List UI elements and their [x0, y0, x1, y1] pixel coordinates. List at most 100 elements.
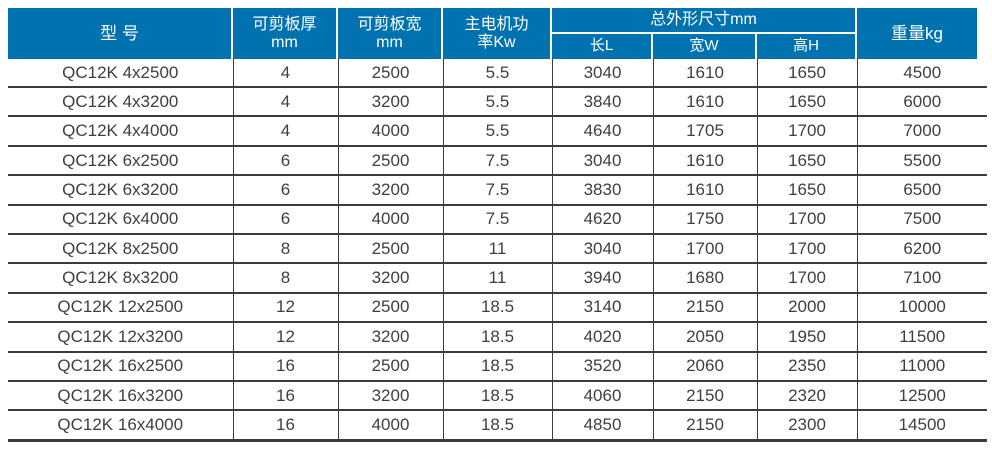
cell-width: 1680 — [652, 263, 757, 294]
cell-length: 3830 — [551, 175, 653, 206]
cell-height: 2300 — [756, 410, 857, 443]
header-weight: 重量kg — [857, 8, 977, 59]
cell-weight: 7000 — [856, 116, 987, 147]
cell-cut-width: 3200 — [337, 175, 443, 206]
cell-width: 1610 — [652, 87, 757, 118]
header-width: 宽W — [653, 34, 755, 59]
cell-width: 1610 — [652, 175, 757, 206]
cell-cut-width: 3200 — [337, 322, 443, 353]
cell-height: 1700 — [756, 204, 857, 236]
cell-power: 5.5 — [442, 59, 552, 89]
cell-thickness: 4 — [232, 87, 338, 118]
cell-weight: 14500 — [856, 410, 987, 443]
cell-thickness: 4 — [232, 116, 338, 147]
cell-cut-width: 2500 — [337, 145, 443, 177]
cell-cut-width: 4000 — [337, 116, 443, 147]
cell-thickness: 8 — [232, 263, 338, 294]
cell-width: 1705 — [652, 116, 757, 147]
cell-thickness: 16 — [232, 351, 338, 382]
cell-length: 3040 — [551, 234, 653, 265]
cell-length: 4060 — [551, 380, 653, 412]
cell-cut-width: 2500 — [337, 234, 443, 265]
table-row: QC12K 8x2500 8 2500 11 3040 1700 1700 62… — [8, 234, 987, 265]
cell-width: 2050 — [652, 322, 757, 353]
cell-model: QC12K 6x2500 — [8, 145, 233, 177]
cell-length: 3040 — [551, 59, 653, 89]
cell-width: 1610 — [652, 145, 757, 177]
cell-length: 4640 — [551, 116, 653, 147]
table-row: QC12K 16x2500 16 2500 18.5 3520 2060 235… — [8, 351, 987, 382]
cell-power: 5.5 — [442, 116, 552, 147]
table-row: QC12K 6x3200 6 3200 7.5 3830 1610 1650 6… — [8, 175, 987, 206]
cell-model: QC12K 4x3200 — [8, 87, 233, 118]
table-row: QC12K 4x4000 4 4000 5.5 4640 1705 1700 7… — [8, 116, 987, 147]
cell-weight: 10000 — [856, 292, 987, 324]
header-motor-power: 主电机功 率Kw — [443, 8, 550, 59]
cell-weight: 11000 — [856, 351, 987, 382]
cell-model: QC12K 8x2500 — [8, 234, 233, 265]
header-model: 型 号 — [8, 8, 231, 59]
table-row: QC12K 6x2500 6 2500 7.5 3040 1610 1650 5… — [8, 145, 987, 177]
cell-model: QC12K 16x3200 — [8, 380, 233, 412]
cell-power: 7.5 — [442, 175, 552, 206]
cell-length: 3940 — [551, 263, 653, 294]
cell-cut-width: 3200 — [337, 87, 443, 118]
cell-power: 5.5 — [442, 87, 552, 118]
cell-power: 18.5 — [442, 351, 552, 382]
header-cuttable-thickness: 可剪板厚 mm — [233, 8, 336, 59]
cell-width: 2150 — [652, 380, 757, 412]
table-header: 型 号 可剪板厚 mm 可剪板宽 mm 主电机功 率Kw 总外形尺寸mm 长L … — [8, 8, 977, 59]
table-row: QC12K 12x2500 12 2500 18.5 3140 2150 200… — [8, 292, 987, 324]
cell-height: 2000 — [756, 292, 857, 324]
header-length: 长L — [552, 34, 651, 59]
cell-model: QC12K 4x2500 — [8, 59, 233, 89]
cell-width: 2150 — [652, 292, 757, 324]
cell-length: 3520 — [551, 351, 653, 382]
cell-length: 3840 — [551, 87, 653, 118]
cell-power: 18.5 — [442, 380, 552, 412]
header-overall-dimensions-group: 总外形尺寸mm — [552, 8, 855, 32]
cell-weight: 5500 — [856, 145, 987, 177]
cell-thickness: 6 — [232, 175, 338, 206]
cell-model: QC12K 12x2500 — [8, 292, 233, 324]
cell-height: 1700 — [756, 234, 857, 265]
cell-power: 18.5 — [442, 410, 552, 443]
cell-thickness: 12 — [232, 322, 338, 353]
table-row: QC12K 4x2500 4 2500 5.5 3040 1610 1650 4… — [8, 59, 987, 89]
cell-height: 1700 — [756, 116, 857, 147]
cell-model: QC12K 6x3200 — [8, 175, 233, 206]
cell-weight: 7100 — [856, 263, 987, 294]
cell-thickness: 4 — [232, 59, 338, 89]
cell-height: 2350 — [756, 351, 857, 382]
cell-width: 1610 — [652, 59, 757, 89]
cell-model: QC12K 16x4000 — [8, 410, 233, 443]
cell-height: 1650 — [756, 145, 857, 177]
cell-thickness: 16 — [232, 410, 338, 443]
cell-model: QC12K 16x2500 — [8, 351, 233, 382]
table-row: QC12K 12x3200 12 3200 18.5 4020 2050 195… — [8, 322, 987, 353]
cell-model: QC12K 6x4000 — [8, 204, 233, 236]
table-row: QC12K 6x4000 6 4000 7.5 4620 1750 1700 7… — [8, 204, 987, 236]
cell-model: QC12K 4x4000 — [8, 116, 233, 147]
cell-model: QC12K 12x3200 — [8, 322, 233, 353]
table-row: QC12K 8x3200 8 3200 11 3940 1680 1700 71… — [8, 263, 987, 294]
table-row: QC12K 4x3200 4 3200 5.5 3840 1610 1650 6… — [8, 87, 987, 118]
header-height: 高H — [757, 34, 855, 59]
cell-length: 3040 — [551, 145, 653, 177]
cell-length: 3140 — [551, 292, 653, 324]
cell-power: 7.5 — [442, 145, 552, 177]
cell-length: 4620 — [551, 204, 653, 236]
cell-thickness: 6 — [232, 145, 338, 177]
cell-weight: 4500 — [856, 59, 987, 89]
cell-weight: 7500 — [856, 204, 987, 236]
cell-weight: 6200 — [856, 234, 987, 265]
header-cuttable-width: 可剪板宽 mm — [338, 8, 441, 59]
cell-cut-width: 2500 — [337, 292, 443, 324]
cell-cut-width: 3200 — [337, 380, 443, 412]
cell-power: 18.5 — [442, 292, 552, 324]
cell-power: 7.5 — [442, 204, 552, 236]
cell-thickness: 16 — [232, 380, 338, 412]
cell-cut-width: 2500 — [337, 59, 443, 89]
cell-cut-width: 2500 — [337, 351, 443, 382]
cell-height: 1650 — [756, 87, 857, 118]
